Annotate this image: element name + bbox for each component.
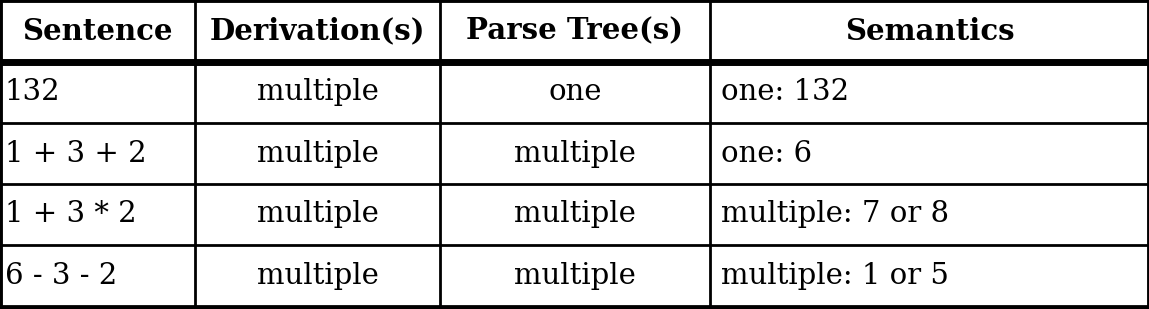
Text: Parse Tree(s): Parse Tree(s) xyxy=(466,16,684,45)
Text: 6 - 3 - 2: 6 - 3 - 2 xyxy=(5,261,117,290)
Text: one: 132: one: 132 xyxy=(720,78,849,107)
Text: Sentence: Sentence xyxy=(22,16,172,45)
Text: multiple: multiple xyxy=(256,78,378,107)
Text: multiple: multiple xyxy=(256,201,378,228)
Text: multiple: 1 or 5: multiple: 1 or 5 xyxy=(720,261,949,290)
Text: multiple: 7 or 8: multiple: 7 or 8 xyxy=(720,201,949,228)
Text: multiple: multiple xyxy=(514,261,635,290)
Text: multiple: multiple xyxy=(256,261,378,290)
Text: 1 + 3 * 2: 1 + 3 * 2 xyxy=(5,201,137,228)
Text: one: one xyxy=(548,78,602,107)
Text: multiple: multiple xyxy=(514,139,635,167)
Text: Semantics: Semantics xyxy=(845,16,1015,45)
Text: 132: 132 xyxy=(5,78,61,107)
Text: multiple: multiple xyxy=(514,201,635,228)
Text: 1 + 3 + 2: 1 + 3 + 2 xyxy=(5,139,147,167)
Text: one: 6: one: 6 xyxy=(720,139,812,167)
Text: multiple: multiple xyxy=(256,139,378,167)
Text: Derivation(s): Derivation(s) xyxy=(210,16,425,45)
